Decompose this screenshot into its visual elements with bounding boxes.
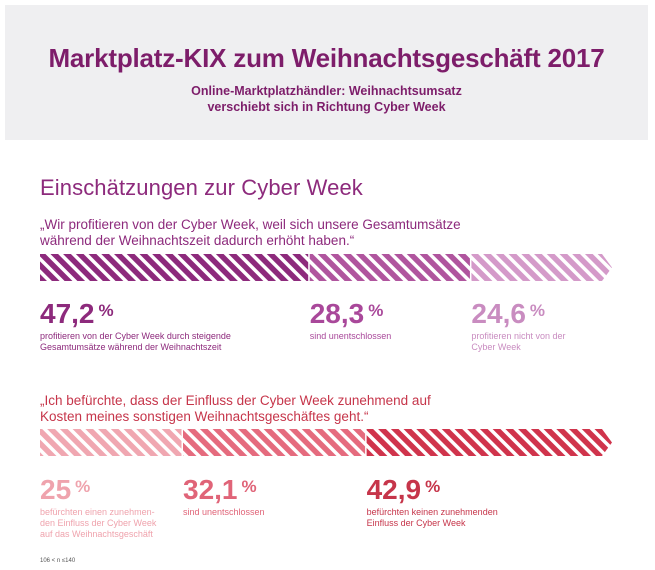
chart-2-value-keinen: 42,9% <box>366 474 441 505</box>
chart-2-label-unentschlossen: sind unentschlossen <box>183 507 265 517</box>
chart-1-title-line-2: während der Weihnachtszeit dadurch erhöh… <box>40 233 355 248</box>
chart-2-bar-segment-2 <box>183 429 366 456</box>
chart-2-label-befuerchten: befürchten einen zunehmen- den Einfluss … <box>40 507 157 539</box>
chart-2-value-unentschlossen: 32,1% <box>183 474 257 505</box>
page-title: Marktplatz-KIX zum Weihnachtsgeschäft 20… <box>48 43 605 73</box>
chart-1-value-unentschlossen: 28,3% <box>309 298 384 329</box>
chart-2-bar-segment-3 <box>366 429 612 456</box>
chart-2-title-line-1: „Ich befürchte, dass der Einfluss der Cy… <box>40 393 431 408</box>
chart-1-bar-segment-1 <box>40 254 309 281</box>
chart-1-title-line-1: „Wir profitieren von der Cyber Week, wei… <box>40 217 461 232</box>
subtitle-line-2: verschiebt sich in Richtung Cyber Week <box>207 100 446 114</box>
chart-1-bar-segment-2 <box>309 254 470 281</box>
sample-size-footnote: 106 < n ≤140 <box>40 558 76 564</box>
chart-2-value-befuerchten: 25% <box>40 474 91 505</box>
chart-2-label-keinen: befürchten keinen zunehmenden Einfluss d… <box>366 507 498 528</box>
section-title: Einschätzungen zur Cyber Week <box>40 175 363 200</box>
chart-1-value-nicht: 24,6% <box>471 298 546 329</box>
chart-2-title: „Ich befürchte, dass der Einfluss der Cy… <box>40 393 431 425</box>
header-banner: Marktplatz-KIX zum Weihnachtsgeschäft 20… <box>5 5 648 140</box>
chart-1-label-nicht: profitieren nicht von der Cyber Week <box>471 331 566 352</box>
chart-2-title-line-2: Kosten meines sonstigen Weihnachtsgeschä… <box>40 409 369 424</box>
chart-1-value-profitieren: 47,2% <box>40 298 114 329</box>
page-subtitle: Online-Marktplatzhändler: Weihnachtsumsa… <box>5 83 648 115</box>
chart-1-label-unentschlossen: sind unentschlossen <box>309 331 392 341</box>
chart-2-bar-segment-1 <box>40 429 182 456</box>
chart-1-label-profitieren: profitieren von der Cyber Week durch ste… <box>40 331 231 352</box>
chart-1-bar-segment-3 <box>471 254 612 281</box>
subtitle-line-1: Online-Marktplatzhändler: Weihnachtsumsa… <box>191 84 462 98</box>
chart-1-title: „Wir profitieren von der Cyber Week, wei… <box>40 217 461 249</box>
